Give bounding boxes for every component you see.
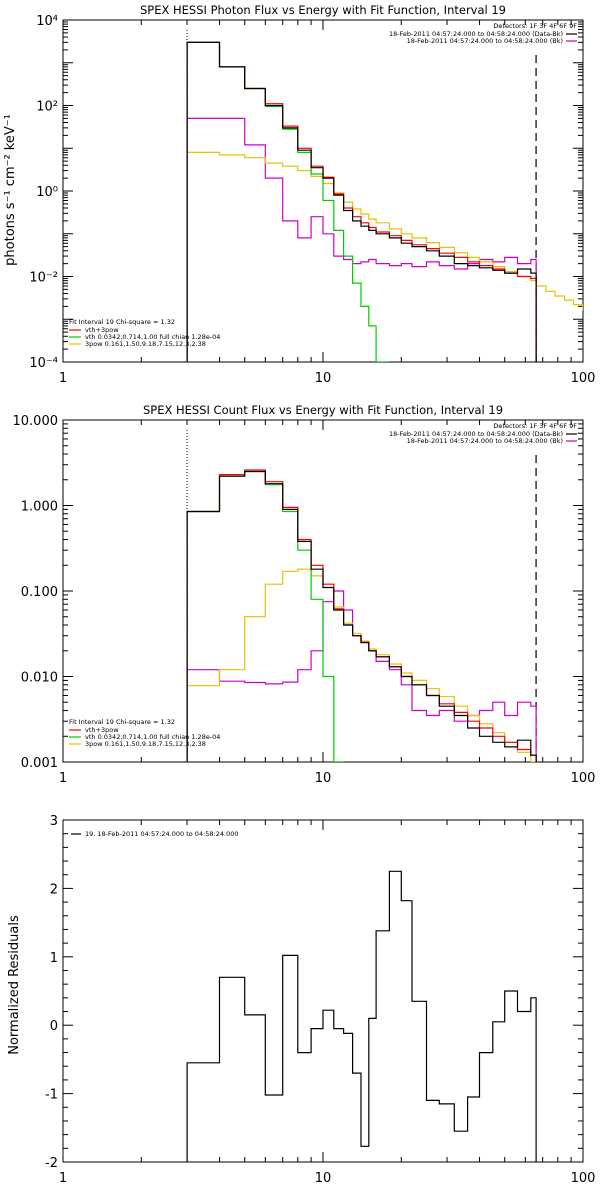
panel-title: SPEX HESSI Count Flux vs Energy with Fit… bbox=[143, 403, 503, 417]
series-total-line bbox=[186, 470, 537, 762]
legend-entry-label: 3pow 0.161,1.50,9.18,7.15,12.3,2.38 bbox=[85, 740, 206, 748]
legend-header: Fit Interval 19 Chi-square = 1.32 bbox=[69, 318, 175, 326]
legend-entry-label: vth 0.0342,0.714,1.00 full chian 1.28e-0… bbox=[85, 733, 220, 741]
x-tick-label: 1 bbox=[59, 371, 67, 386]
x-tick-label: 1 bbox=[59, 771, 67, 786]
plot-area bbox=[186, 870, 537, 1162]
y-tick-label: 0 bbox=[50, 1019, 58, 1034]
legend-entry-label: vth 0.0342,0.714,1.00 full chian 1.28e-0… bbox=[85, 333, 220, 341]
y-tick-label: 10⁻² bbox=[29, 271, 58, 286]
x-tick-label: 10 bbox=[315, 1171, 332, 1186]
x-tick-label: 100 bbox=[571, 1171, 596, 1186]
y-tick-label: 1.000 bbox=[21, 500, 58, 515]
photon-flux-panel: SPEX HESSI Photon Flux vs Energy with Fi… bbox=[3, 3, 595, 386]
y-tick-label: -1 bbox=[45, 1088, 58, 1103]
plot-area bbox=[186, 469, 537, 762]
y-axis-label: Normalized Residuals bbox=[7, 915, 22, 1055]
series-total-line bbox=[186, 41, 537, 362]
series-background-line bbox=[186, 117, 537, 362]
y-tick-label: 0.100 bbox=[21, 585, 58, 600]
panel-title: SPEX HESSI Photon Flux vs Energy with Fi… bbox=[140, 3, 506, 17]
y-tick-label: 3 bbox=[50, 814, 58, 829]
legend-entry-label: 18-Feb-2011 04:57:24.000 to 04:58:24.000… bbox=[389, 430, 563, 438]
x-tick-label: 100 bbox=[571, 371, 596, 386]
y-tick-label: 0.010 bbox=[21, 671, 58, 686]
legend-entry-label: 18-Feb-2011 04:57:24.000 to 04:58:24.000… bbox=[407, 437, 563, 445]
y-axis-label: photons s⁻¹ cm⁻² keV⁻¹ bbox=[3, 114, 18, 266]
series-thermal-line bbox=[186, 41, 390, 362]
legend-entry-label: 3pow 0.161,1.50,9.18,7.15,12.3,2.38 bbox=[85, 340, 206, 348]
series-data-line bbox=[186, 870, 537, 1162]
series-fit_total-line bbox=[186, 469, 537, 762]
y-tick-label: 10⁴ bbox=[36, 14, 58, 29]
legend-header: Fit Interval 19 Chi-square = 1.32 bbox=[69, 718, 175, 726]
legend-entry-label: 18-Feb-2011 04:57:24.000 to 04:58:24.000… bbox=[407, 37, 563, 45]
series-power_law-line bbox=[186, 151, 583, 362]
x-tick-label: 100 bbox=[571, 771, 596, 786]
y-tick-label: 0.001 bbox=[21, 756, 58, 771]
legend-entry-label: vth+3pow bbox=[85, 726, 119, 734]
series-fit_total-line bbox=[186, 41, 537, 362]
series-power_law-line bbox=[186, 568, 537, 762]
x-tick-label: 10 bbox=[315, 771, 332, 786]
legend-header: Detectors: 1F 3F 4F 6F 9F bbox=[493, 22, 577, 30]
y-tick-label: 1 bbox=[50, 951, 58, 966]
legend-entry-label: 19. 18-Feb-2011 04:57:24.000 to 04:58:24… bbox=[85, 830, 238, 838]
y-tick-label: -2 bbox=[45, 1156, 58, 1171]
y-tick-label: 2 bbox=[50, 882, 58, 897]
y-tick-label: 10² bbox=[36, 100, 58, 115]
legend-header: Detectors: 1F 3F 4F 6F 9F bbox=[493, 422, 577, 430]
plot-area bbox=[186, 41, 583, 362]
x-tick-label: 1 bbox=[59, 1171, 67, 1186]
y-tick-label: 10.000 bbox=[13, 414, 59, 429]
legend-entry-label: vth+3pow bbox=[85, 326, 119, 334]
y-tick-label: 10⁰ bbox=[36, 185, 58, 200]
residuals-panel: Normalized Residuals 1 10 100 -2 -1 0 1 2 3 19. 1… bbox=[7, 814, 595, 1186]
y-tick-label: 10⁻⁴ bbox=[29, 356, 58, 371]
count-flux-panel: SPEX HESSI Count Flux vs Energy with Fit… bbox=[13, 403, 596, 786]
x-tick-label: 10 bbox=[315, 371, 332, 386]
legend-entry-label: 18-Feb-2011 04:57:24.000 to 04:58:24.000… bbox=[389, 30, 563, 38]
